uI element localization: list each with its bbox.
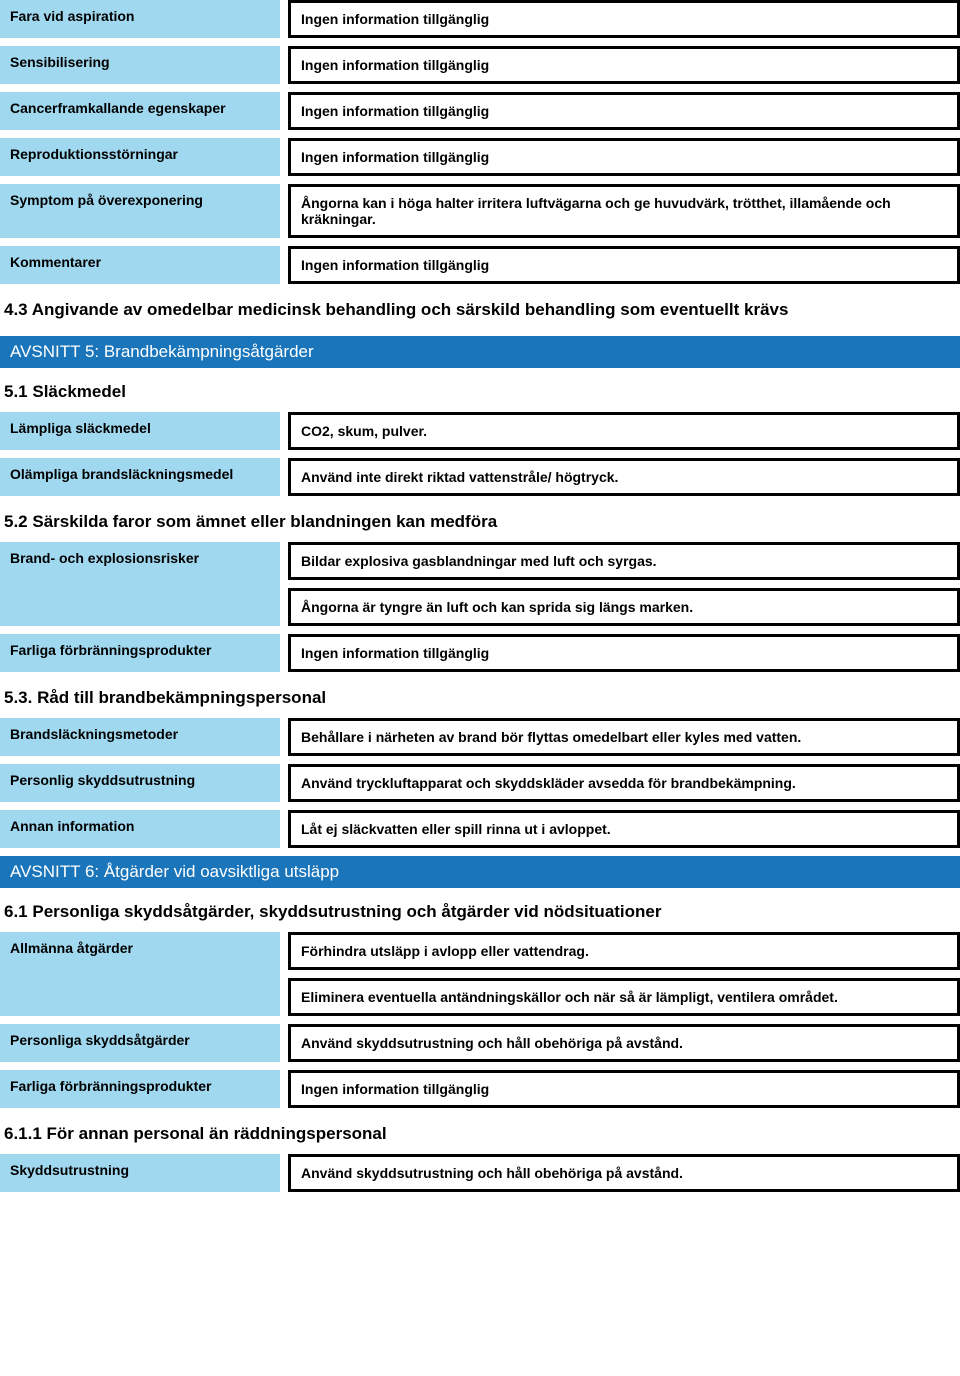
label: Farliga förbränningsprodukter — [0, 634, 280, 672]
row-personlig-skydd: Personlig skyddsutrustning Använd tryckl… — [0, 764, 960, 802]
label: Allmänna åtgärder — [0, 932, 280, 1016]
subheading-5-2: 5.2 Särskilda faror som ämnet eller blan… — [0, 504, 960, 542]
value: Ingen information tillgänglig — [288, 92, 960, 130]
subheading-5-1: 5.1 Släckmedel — [0, 374, 960, 412]
row-fara-aspiration: Fara vid aspiration Ingen information ti… — [0, 0, 960, 38]
row-brandslackmetoder: Brandsläckningsmetoder Behållare i närhe… — [0, 718, 960, 756]
row-farliga-forbranning: Farliga förbränningsprodukter Ingen info… — [0, 634, 960, 672]
label: Personliga skyddsåtgärder — [0, 1024, 280, 1062]
label: Farliga förbränningsprodukter — [0, 1070, 280, 1108]
value: Ingen information tillgänglig — [288, 1070, 960, 1108]
label: Cancerframkallande egenskaper — [0, 92, 280, 130]
value: Ångorna kan i höga halter irritera luftv… — [288, 184, 960, 238]
row-cancerframkallande: Cancerframkallande egenskaper Ingen info… — [0, 92, 960, 130]
label: Sensibilisering — [0, 46, 280, 84]
value: Ingen information tillgänglig — [288, 246, 960, 284]
row-personliga-skydd: Personliga skyddsåtgärder Använd skyddsu… — [0, 1024, 960, 1062]
value: Bildar explosiva gasblandningar med luft… — [288, 542, 960, 580]
subheading-6-1-1: 6.1.1 För annan personal än räddningsper… — [0, 1116, 960, 1154]
row-annan-info: Annan information Låt ej släckvatten ell… — [0, 810, 960, 848]
row-brand-explosion: Brand- och explosionsrisker Bildar explo… — [0, 542, 960, 626]
label: Brand- och explosionsrisker — [0, 542, 280, 626]
value-stack: Förhindra utsläpp i avlopp eller vattend… — [288, 932, 960, 1016]
row-olampliga-slackmedel: Olämpliga brandsläckningsmedel Använd in… — [0, 458, 960, 496]
row-allmanna-atgarder: Allmänna åtgärder Förhindra utsläpp i av… — [0, 932, 960, 1016]
row-sensibilisering: Sensibilisering Ingen information tillgä… — [0, 46, 960, 84]
row-lampliga-slackmedel: Lämpliga släckmedel CO2, skum, pulver. — [0, 412, 960, 450]
value: Ångorna är tyngre än luft och kan sprida… — [288, 588, 960, 626]
subheading-5-3: 5.3. Råd till brandbekämpningspersonal — [0, 680, 960, 718]
value: Behållare i närheten av brand bör flytta… — [288, 718, 960, 756]
label: Annan information — [0, 810, 280, 848]
subheading-4-3: 4.3 Angivande av omedelbar medicinsk beh… — [0, 292, 960, 330]
value: Använd tryckluftapparat och skyddskläder… — [288, 764, 960, 802]
value-stack: Bildar explosiva gasblandningar med luft… — [288, 542, 960, 626]
section-5-header: AVSNITT 5: Brandbekämpningsåtgärder — [0, 336, 960, 368]
subheading-6-1: 6.1 Personliga skyddsåtgärder, skyddsutr… — [0, 894, 960, 932]
value: Ingen information tillgänglig — [288, 634, 960, 672]
label: Symptom på överexponering — [0, 184, 280, 238]
value: Använd skyddsutrustning och håll obehöri… — [288, 1024, 960, 1062]
label: Kommentarer — [0, 246, 280, 284]
row-farliga-forbranning-6: Farliga förbränningsprodukter Ingen info… — [0, 1070, 960, 1108]
label: Brandsläckningsmetoder — [0, 718, 280, 756]
section-6-header: AVSNITT 6: Åtgärder vid oavsiktliga utsl… — [0, 856, 960, 888]
label: Personlig skyddsutrustning — [0, 764, 280, 802]
value: Ingen information tillgänglig — [288, 138, 960, 176]
value: Förhindra utsläpp i avlopp eller vattend… — [288, 932, 960, 970]
value: Använd inte direkt riktad vattenstråle/ … — [288, 458, 960, 496]
row-reproduktion: Reproduktionsstörningar Ingen informatio… — [0, 138, 960, 176]
row-kommentarer: Kommentarer Ingen information tillgängli… — [0, 246, 960, 284]
row-skyddsutrustning: Skyddsutrustning Använd skyddsutrustning… — [0, 1154, 960, 1192]
value: Ingen information tillgänglig — [288, 46, 960, 84]
label: Reproduktionsstörningar — [0, 138, 280, 176]
row-symptom: Symptom på överexponering Ångorna kan i … — [0, 184, 960, 238]
label: Lämpliga släckmedel — [0, 412, 280, 450]
label: Olämpliga brandsläckningsmedel — [0, 458, 280, 496]
value: Använd skyddsutrustning och håll obehöri… — [288, 1154, 960, 1192]
value: Låt ej släckvatten eller spill rinna ut … — [288, 810, 960, 848]
label: Fara vid aspiration — [0, 0, 280, 38]
value: Ingen information tillgänglig — [288, 0, 960, 38]
value: Eliminera eventuella antändningskällor o… — [288, 978, 960, 1016]
value: CO2, skum, pulver. — [288, 412, 960, 450]
label: Skyddsutrustning — [0, 1154, 280, 1192]
